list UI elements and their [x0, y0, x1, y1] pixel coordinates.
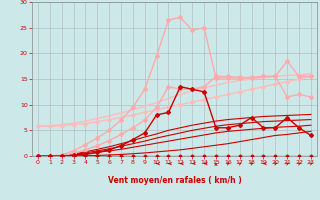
X-axis label: Vent moyen/en rafales ( km/h ): Vent moyen/en rafales ( km/h )	[108, 176, 241, 185]
